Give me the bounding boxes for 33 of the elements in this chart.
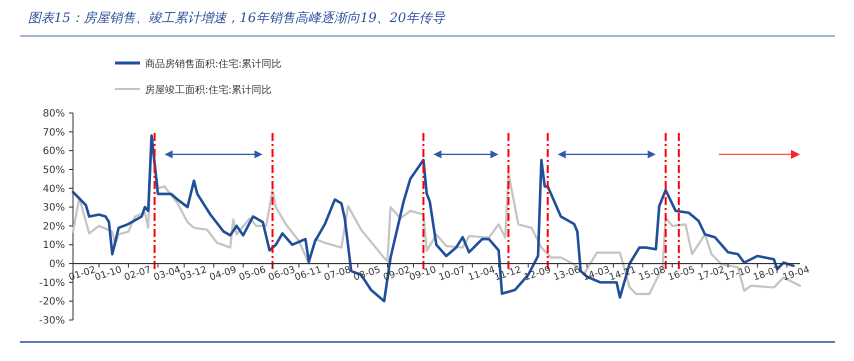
y-tick-label: 30% xyxy=(42,202,65,214)
x-tick-label: 06-11 xyxy=(293,264,324,284)
y-tick-label: 50% xyxy=(42,164,65,176)
y-tick-label: 0% xyxy=(49,259,65,270)
x-tick-label: 10-07 xyxy=(437,264,468,284)
chart-title: 图表15：房屋销售、竣工累计增速，16年销售高峰逐渐向19、20年传导 xyxy=(28,10,446,26)
x-tick-label: 02-07 xyxy=(122,264,153,284)
x-tick-label: 08-05 xyxy=(352,264,382,284)
x-tick-label: 14-11 xyxy=(608,264,638,284)
x-tick-label: 03-12 xyxy=(178,264,208,284)
x-tick-label: 19-04 xyxy=(781,264,812,284)
x-tick-label: 09-10 xyxy=(408,264,438,284)
x-tick-label: 07-08 xyxy=(322,264,352,284)
x-tick-label: 05-06 xyxy=(238,264,268,284)
x-tick-label: 04-09 xyxy=(208,264,238,284)
y-tick-label: -10% xyxy=(39,278,65,289)
y-tick-label: -20% xyxy=(39,296,65,308)
x-tick-label: 17-10 xyxy=(722,264,752,284)
y-tick-label: -30% xyxy=(39,316,65,326)
x-tick-label: 18-07 xyxy=(752,264,782,284)
y-tick-label: 40% xyxy=(42,184,65,195)
y-tick-label: 60% xyxy=(42,146,65,158)
x-tick-label: 16-05 xyxy=(666,264,696,284)
legend-label: 房屋竣工面积:住宅:累计同比 xyxy=(145,84,272,96)
y-tick-label: 80% xyxy=(42,108,65,120)
legend-label: 商品房销售面积:住宅:累计同比 xyxy=(145,58,282,70)
y-tick-label: 10% xyxy=(42,240,65,252)
x-tick-label: 12-09 xyxy=(522,264,552,284)
x-tick-label: 15-08 xyxy=(637,264,667,284)
x-tick-label: 13-06 xyxy=(552,264,582,284)
y-tick-label: 20% xyxy=(42,221,65,232)
y-tick-label: 70% xyxy=(42,127,65,138)
x-tick-label: 11-12 xyxy=(493,264,523,284)
